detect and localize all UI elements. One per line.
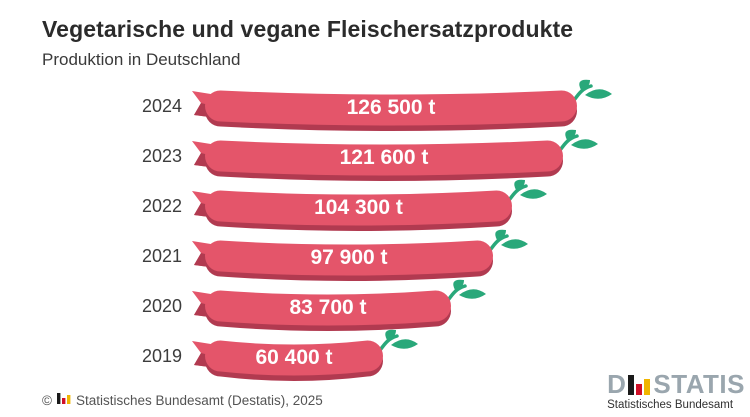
sausage-bar: 121 600 t (191, 129, 607, 182)
sprout-icon (556, 129, 598, 155)
year-label: 2022 (141, 196, 182, 216)
sausage-body (205, 290, 451, 326)
sausage-bar: 83 700 t (191, 279, 495, 332)
year-label: 2019 (141, 346, 182, 366)
chart-row: 2022 104 300 t (0, 179, 750, 234)
year-label: 2023 (141, 146, 182, 166)
logo-letter-d: D (607, 368, 627, 399)
sausage-body (205, 90, 577, 126)
chart-title: Vegetarische und vegane Fleischersatzpro… (42, 16, 574, 42)
sausage-bar: 97 900 t (191, 229, 537, 282)
value-label: 97 900 t (310, 246, 388, 269)
value-label: 104 300 t (314, 196, 403, 219)
value-label: 126 500 t (346, 96, 436, 119)
sausage-body (205, 190, 512, 226)
chart-header: Vegetarische und vegane Fleischersatzpro… (42, 16, 573, 70)
sausage-body (205, 140, 563, 176)
source-text: Statistisches Bundesamt (Destatis), 2025 (75, 393, 323, 408)
chart-row: 2021 97 900 t (0, 229, 750, 284)
sprout-icon (486, 229, 528, 255)
year-label: 2021 (141, 246, 182, 266)
chart-subtitle: Produktion in Deutschland (42, 50, 241, 69)
destatis-brand-block: D STATIS Statistisches Bundesamt (607, 368, 745, 411)
sausage-body (205, 240, 493, 276)
sausage-body (205, 340, 383, 376)
source-note: © Statistisches Bundesamt (Destatis), 20… (42, 392, 323, 409)
chart-row: 2024 126 500 t (0, 79, 750, 134)
destatis-mini-logo-icon (56, 392, 71, 409)
value-label: 60 400 t (255, 346, 333, 369)
sprout-icon (570, 79, 612, 105)
sausage-bar: 104 300 t (191, 179, 556, 232)
year-label: 2024 (141, 96, 182, 116)
year-label: 2020 (141, 296, 182, 316)
sprout-icon (505, 179, 547, 205)
sausage-bar: 60 400 t (191, 329, 427, 382)
sprout-icon (376, 329, 418, 355)
logo-letters-statis: STATIS (653, 368, 745, 399)
value-label: 121 600 t (339, 146, 429, 169)
value-label: 83 700 t (289, 296, 367, 319)
brand-caption: Statistisches Bundesamt (607, 399, 734, 411)
chart-row: 2020 83 700 t (0, 279, 750, 334)
chart: 2024 126 500 t 2023 121 600 t 2022 104 300 (0, 79, 750, 384)
destatis-logo: D STATIS (607, 368, 745, 399)
destatis-bars-icon (628, 375, 651, 395)
sausage-bar: 126 500 t (191, 79, 621, 132)
chart-row: 2019 60 400 t (0, 329, 750, 384)
chart-row: 2023 121 600 t (0, 129, 750, 184)
copyright-symbol: © (42, 393, 52, 408)
sprout-icon (444, 279, 486, 305)
